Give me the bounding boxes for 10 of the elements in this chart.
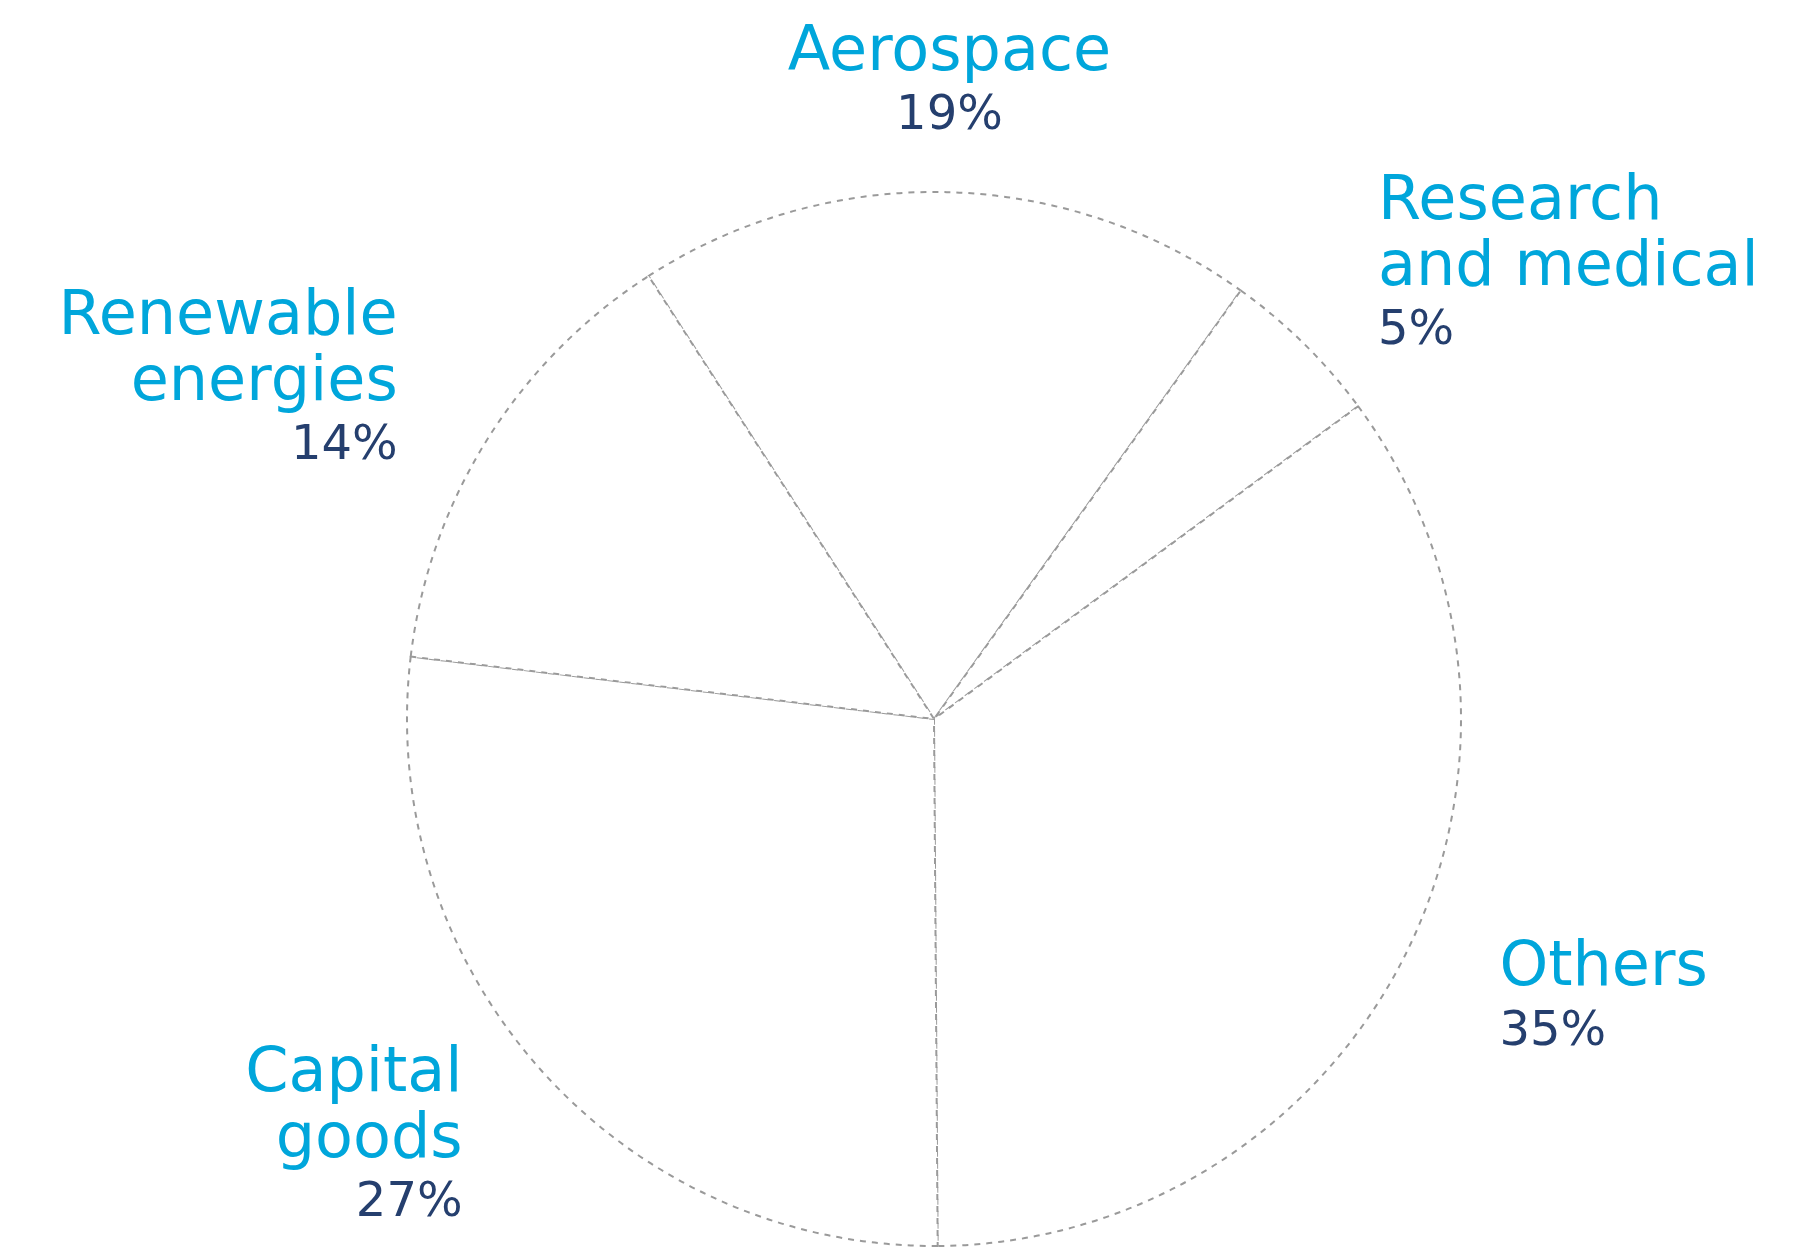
data-label: 5% xyxy=(1378,299,1455,356)
slice-label: Research and medical xyxy=(1378,160,1759,300)
slice-label: Capital goods xyxy=(245,1032,463,1172)
slice-label: Renewable energies xyxy=(58,275,398,415)
data-label: 27% xyxy=(355,1170,463,1227)
data-label: 14% xyxy=(291,414,398,471)
data-label: 35% xyxy=(1499,999,1607,1056)
slice-label: Others xyxy=(1499,927,1708,1001)
slice-label: Aerospace xyxy=(787,11,1112,85)
data-label: 19% xyxy=(896,84,1003,141)
